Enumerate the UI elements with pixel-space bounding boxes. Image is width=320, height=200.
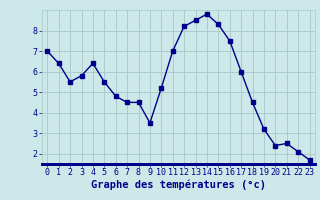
X-axis label: Graphe des températures (°c): Graphe des températures (°c) xyxy=(91,180,266,190)
